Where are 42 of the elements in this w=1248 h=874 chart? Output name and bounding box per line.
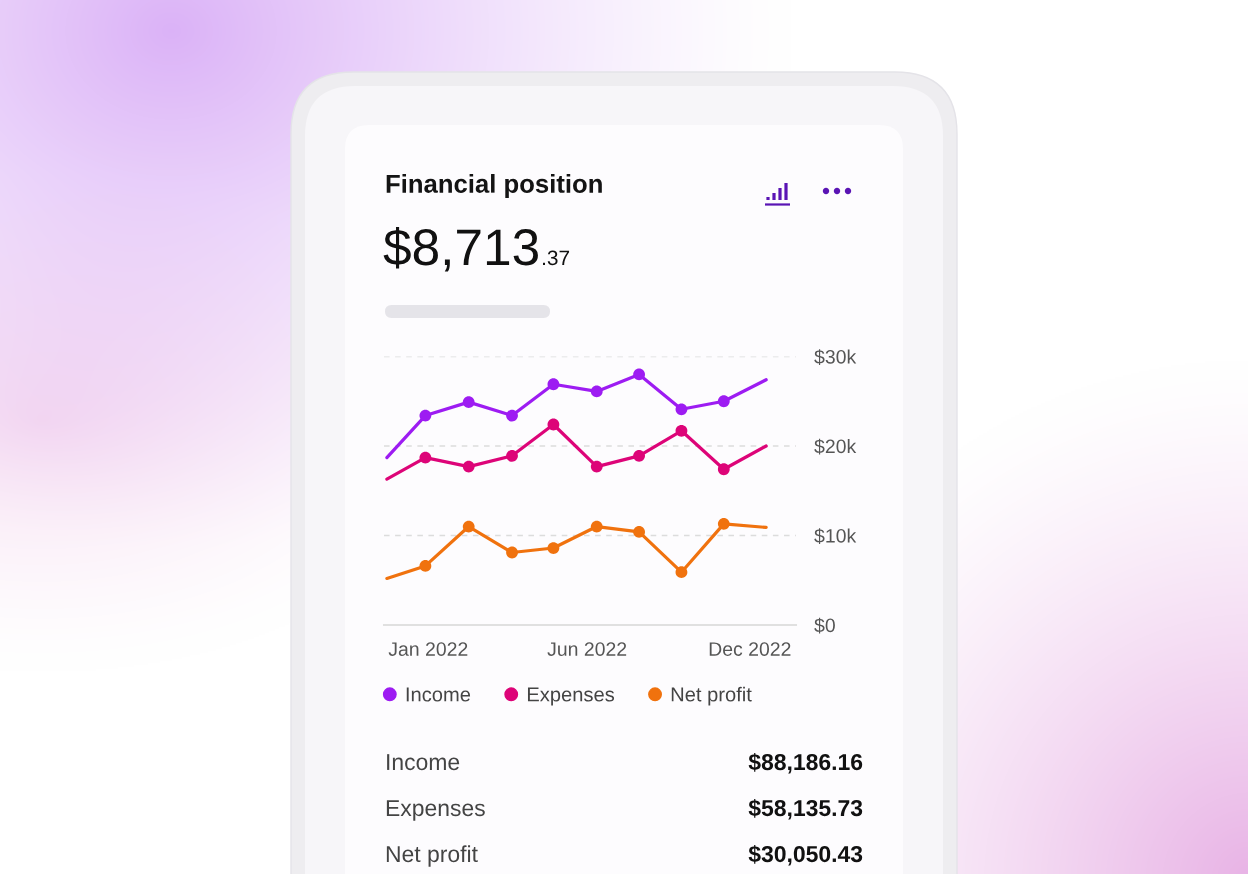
point [590, 520, 603, 533]
x-tick-label: Dec 2022 [709, 642, 791, 656]
point [675, 566, 688, 579]
point [419, 409, 432, 422]
point [506, 546, 518, 559]
point [717, 395, 730, 408]
point [506, 409, 518, 422]
y-tick-label: $30k [814, 349, 857, 365]
text: Income [387, 754, 460, 771]
y-tick-label: $0 [814, 617, 835, 634]
chart-subtitle: $8,713.37 [383, 226, 570, 272]
text: $58,135.73 [748, 798, 863, 820]
point [547, 378, 560, 391]
point [633, 449, 645, 462]
x-tick-label: Jun 2022 [547, 642, 627, 656]
point [717, 463, 730, 476]
text: $30,050.43 [748, 844, 863, 866]
point [590, 385, 603, 398]
point [547, 418, 560, 431]
text: Net profit [386, 845, 478, 867]
legend-label: Net profit [671, 686, 752, 706]
point [717, 517, 730, 530]
text: $88,186.16 [748, 752, 863, 774]
x-tick-label: Jan 2022 [388, 642, 468, 656]
point [633, 368, 645, 381]
point [462, 396, 475, 409]
point [633, 526, 645, 538]
point [462, 460, 475, 473]
point [590, 460, 603, 473]
y-tick-label: $10k [814, 528, 857, 544]
point [547, 542, 560, 554]
legend-label: Expenses [527, 687, 615, 706]
point [419, 560, 432, 572]
y-tick-label: $20k [814, 438, 857, 455]
point [462, 520, 475, 533]
point [506, 449, 518, 462]
text: Expenses [386, 800, 485, 821]
point [419, 451, 432, 464]
legend-label: Income [406, 687, 471, 702]
point [675, 403, 688, 416]
chart-title: Financial position [386, 174, 602, 198]
point [675, 424, 688, 437]
